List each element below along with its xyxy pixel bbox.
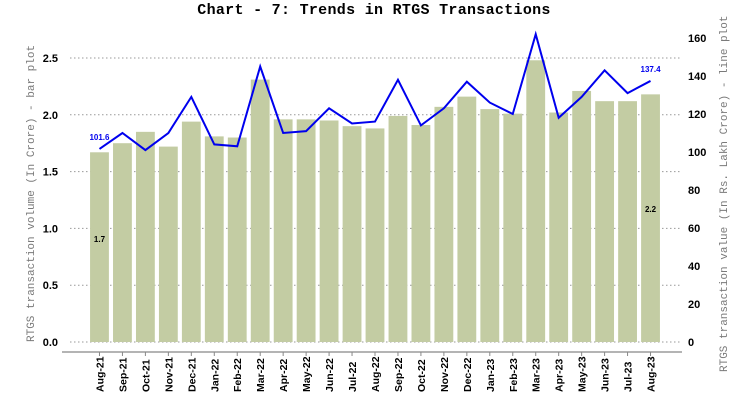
- y-tick-right: 80: [688, 185, 700, 197]
- y-tick-left: 2.0: [43, 110, 58, 122]
- bar: [618, 101, 637, 342]
- y-tick-right: 160: [688, 33, 706, 45]
- y-tick-right: 0: [688, 337, 694, 349]
- bar: [549, 112, 569, 342]
- x-tick-label: Jul-23: [623, 361, 635, 392]
- bar: [227, 137, 247, 342]
- x-tick-label: Nov-22: [439, 357, 451, 392]
- y-axis-right-label: RTGS transaction value (In Rs. Lakh Cror…: [719, 16, 731, 372]
- x-tick-label: Mar-22: [255, 358, 267, 392]
- x-tick-label: Jun-23: [600, 358, 612, 392]
- axes: 0.0 0.5 1.0 1.5 2.0 2.5 0 20 40 60 80 100 120 140 160 A…: [43, 33, 707, 392]
- line-series: [98, 30, 651, 152]
- x-tick-label: Apr-23: [554, 359, 566, 392]
- y-tick-left: 1.0: [43, 223, 58, 235]
- bar: [181, 121, 201, 342]
- x-tick-label: Jun-22: [324, 358, 336, 392]
- bar: [365, 128, 385, 342]
- x-tick-label: Aug-23: [646, 356, 658, 392]
- x-tick-label: Nov-21: [163, 357, 175, 392]
- y-tick-right: 120: [688, 109, 706, 121]
- bar: [296, 119, 316, 343]
- y-tick-right: 60: [688, 223, 700, 235]
- y-axis-left-label: RTGS transaction volume (In Crore) - bar…: [26, 45, 38, 342]
- x-tick-label: Jan-22: [209, 359, 221, 392]
- bar: [250, 79, 270, 343]
- bar: [526, 60, 546, 342]
- x-tick-label: Feb-23: [508, 358, 520, 392]
- y-tick-left: 1.5: [43, 167, 58, 179]
- x-tick-label: Feb-22: [232, 358, 244, 392]
- bar: [342, 126, 362, 342]
- bar: [90, 152, 109, 342]
- bar: [641, 94, 660, 343]
- bar: [273, 119, 293, 343]
- x-tick-label: Dec-21: [186, 357, 198, 392]
- y-tick-right: 140: [688, 71, 706, 83]
- bar: [572, 90, 592, 342]
- y-tick-left: 2.5: [43, 53, 58, 65]
- bar: [204, 136, 224, 342]
- x-tick-label: Jan-23: [485, 359, 497, 392]
- bar: [434, 106, 454, 343]
- x-tick-label: Sep-22: [393, 357, 405, 392]
- x-tick-label: Apr-22: [278, 359, 290, 392]
- x-tick-label: May-22: [301, 356, 313, 392]
- x-tick-label: Aug-22: [370, 356, 382, 392]
- bar: [388, 115, 408, 342]
- bar: [113, 143, 132, 342]
- bar: [135, 131, 155, 342]
- bar-series: [90, 60, 660, 343]
- x-tick-label: Oct-21: [140, 359, 152, 392]
- y-tick-right: 100: [688, 147, 706, 159]
- data-labels: 101.6 137.4 1.7 2.2: [89, 65, 661, 244]
- data-label: 101.6: [89, 133, 110, 142]
- bar: [319, 120, 339, 342]
- data-label: 2.2: [645, 205, 657, 214]
- y-tick-left: 0.0: [43, 337, 58, 349]
- bar: [595, 101, 615, 342]
- x-tick-label: Dec-22: [462, 357, 474, 392]
- x-tick-label: Oct-22: [416, 359, 428, 392]
- y-tick-right: 40: [688, 261, 700, 273]
- bar: [457, 96, 477, 343]
- y-tick-right: 20: [688, 299, 700, 311]
- x-tick-label: Mar-23: [531, 358, 543, 392]
- x-tick-label: May-23: [577, 356, 589, 392]
- chart-title: Chart - 7: Trends in RTGS Transactions: [197, 2, 551, 19]
- data-label: 1.7: [94, 235, 106, 244]
- x-tick-label: Sep-21: [117, 357, 129, 392]
- x-tick-label: Jul-22: [347, 361, 359, 392]
- bar: [480, 109, 500, 343]
- x-tick-label: Aug-21: [94, 356, 106, 392]
- bar: [503, 113, 523, 342]
- y-tick-left: 0.5: [43, 280, 58, 292]
- bar: [158, 146, 178, 342]
- bar: [411, 125, 431, 342]
- data-label: 137.4: [641, 65, 662, 74]
